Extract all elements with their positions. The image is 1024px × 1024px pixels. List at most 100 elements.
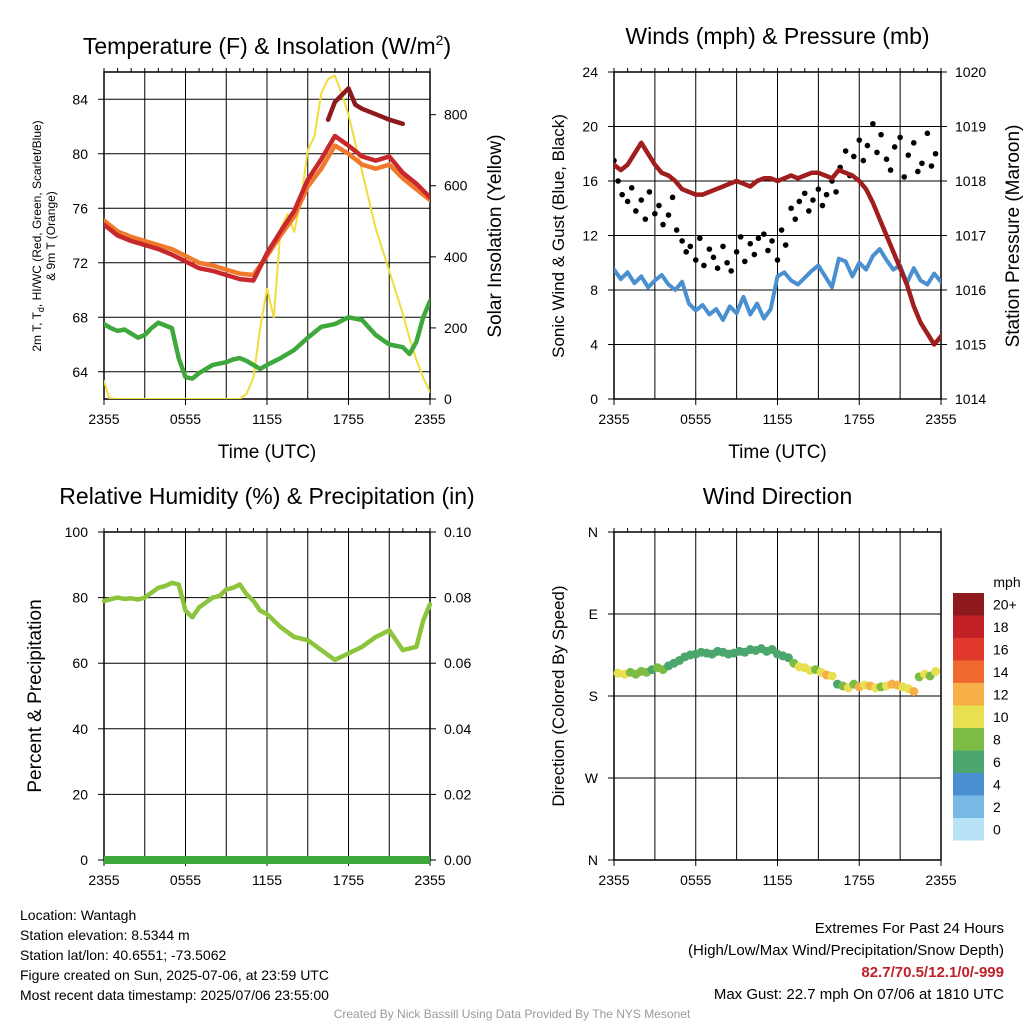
gust-point — [851, 153, 857, 160]
gust-point — [905, 152, 912, 158]
gust-point — [870, 120, 876, 127]
x-tick-label: 2355 — [414, 872, 445, 888]
gust-point — [652, 210, 658, 217]
gust-point — [833, 189, 839, 195]
y-tick-label: 4 — [590, 337, 598, 353]
colorbar-label: 6 — [993, 754, 1001, 770]
relative-humidity-line — [101, 580, 433, 663]
y-axis-label: Percent & Precipitation — [25, 599, 46, 792]
gust-point — [792, 216, 799, 222]
y-tick-label: W — [585, 770, 599, 786]
extremes-values: 82.7/70.5/12.1/0/-999 — [861, 964, 1004, 981]
x-tick-label: 0555 — [680, 411, 711, 427]
gust-point — [782, 242, 789, 248]
title-end: ) — [443, 33, 451, 59]
gust-point — [747, 240, 754, 247]
gust-point — [891, 144, 898, 150]
gust-point — [919, 160, 925, 167]
gust-point — [701, 262, 707, 269]
y2-tick-label: 0.04 — [444, 721, 471, 737]
gust-point — [638, 197, 645, 203]
max-gust: Max Gust: 22.7 mph On 07/06 at 1810 UTC — [713, 986, 1004, 1003]
gust-point — [714, 265, 721, 272]
y2-tick-label: 200 — [444, 320, 468, 336]
gust-point — [669, 194, 676, 201]
y-tick-label: N — [588, 524, 598, 540]
ylabel-part: , HI/WC (Red, Green, Scarlet/Blue) — [30, 120, 44, 307]
y-tick-label: 0 — [80, 852, 88, 868]
gust-point — [646, 189, 653, 195]
gust-point — [656, 202, 662, 209]
x-tick-label: 2355 — [598, 872, 629, 888]
gust-point — [788, 205, 794, 212]
gust-point — [679, 238, 685, 244]
y-tick-label: 68 — [72, 309, 88, 325]
gust-point — [624, 198, 631, 205]
y-tick-label: 16 — [582, 173, 598, 189]
x-tick-label: 1155 — [762, 872, 792, 888]
gust-point — [737, 234, 744, 240]
gust-point — [932, 150, 939, 157]
direction-point — [613, 668, 623, 678]
title-main: Temperature (F) & Insolation (W/m — [83, 33, 436, 59]
y-tick-label: N — [588, 852, 598, 868]
figure-created: Figure created on Sun, 2025-07-06, at 23… — [20, 967, 329, 983]
colorbar-title: mph — [993, 574, 1020, 590]
x-tick-label: 2355 — [88, 872, 119, 888]
chart-title: Winds (mph) & Pressure (mb) — [625, 23, 929, 49]
gust-point — [628, 185, 635, 191]
colorbar-label: 12 — [993, 686, 1009, 702]
gust-point — [874, 149, 880, 156]
x-tick-label: 2355 — [414, 411, 445, 427]
gust-point — [915, 168, 921, 175]
gust-point — [673, 227, 680, 233]
y-tick-label: 20 — [582, 119, 598, 135]
gust-point — [806, 208, 812, 214]
extremes-block: Extremes For Past 24 Hours (High/Low/Max… — [688, 918, 1004, 1006]
extremes-title: Extremes For Past 24 Hours — [814, 920, 1004, 937]
x-tick-label: 0555 — [170, 872, 201, 888]
ylabel-subscript: d — [36, 307, 46, 312]
x-tick-label: 1155 — [252, 411, 282, 427]
series-layer — [104, 74, 430, 399]
y-tick-label: 80 — [72, 146, 88, 162]
series-line-solar-insolation — [104, 74, 430, 399]
series-line-hi-wc — [325, 86, 406, 127]
gust-point — [897, 134, 903, 141]
colorbar-swatch — [953, 683, 984, 706]
gust-point — [842, 148, 849, 154]
gust-point — [755, 235, 762, 242]
y2-axis-label: Solar Insolation (Yellow) — [485, 134, 506, 337]
x-tick-label: 2355 — [925, 872, 956, 888]
gust-point — [724, 259, 730, 266]
x-tick-label: 1755 — [844, 411, 875, 427]
y2-tick-label: 0.08 — [444, 590, 471, 606]
gust-point — [633, 208, 639, 214]
gust-point — [883, 156, 890, 162]
y-tick-label: 76 — [72, 200, 88, 216]
y-tick-label: 0 — [590, 391, 598, 407]
y2-axis-label: Station Pressure (Maroon) — [1003, 125, 1024, 348]
direction-point — [827, 671, 837, 681]
x-tick-label: 1755 — [844, 872, 875, 888]
station-latlon: Station lat/lon: 40.6551; -73.5062 — [20, 947, 227, 963]
winds-pressure-panel: 2355 0555 1155 1755 235504812162024101410151… — [549, 23, 1024, 463]
gust-point — [742, 258, 748, 265]
most-recent-timestamp: Most recent data timestamp: 2025/07/06 2… — [20, 987, 329, 1003]
colorbar-swatch — [953, 593, 984, 616]
chart-title: Relative Humidity (%) & Precipitation (i… — [59, 483, 474, 509]
gust-point — [615, 178, 621, 184]
colorbar-swatch — [953, 638, 984, 661]
y-tick-label: 72 — [72, 255, 88, 271]
y2-tick-label: 0.02 — [444, 786, 471, 802]
direction-point — [931, 666, 941, 676]
y2-tick-label: 400 — [444, 249, 468, 265]
y-tick-label: 64 — [72, 364, 88, 380]
y-tick-label: 24 — [582, 64, 598, 80]
x-tick-label: 1155 — [252, 872, 282, 888]
gust-point — [774, 257, 781, 263]
gust-point — [761, 231, 767, 237]
gust-point — [619, 191, 625, 198]
